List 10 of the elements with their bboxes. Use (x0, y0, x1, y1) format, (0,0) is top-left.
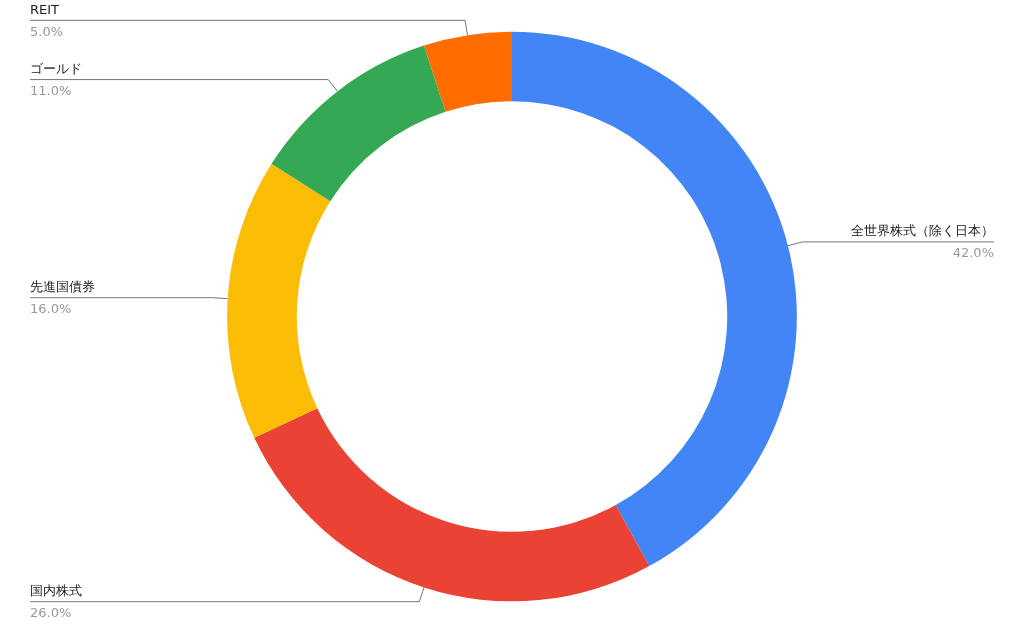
data-label: 5.0% (30, 23, 64, 39)
slice-label: 国内株式 (30, 583, 82, 599)
slice-label: 全世界株式（除く日本） (851, 223, 994, 239)
data-label: 26.0% (30, 605, 72, 621)
slice-label: REIT (30, 1, 60, 17)
slice-label: 先進国債券 (30, 279, 95, 295)
slice-label: ゴールド (30, 61, 82, 77)
data-label: 11.0% (30, 83, 72, 99)
data-label: 16.0% (30, 301, 72, 317)
data-label: 42.0% (952, 245, 994, 261)
